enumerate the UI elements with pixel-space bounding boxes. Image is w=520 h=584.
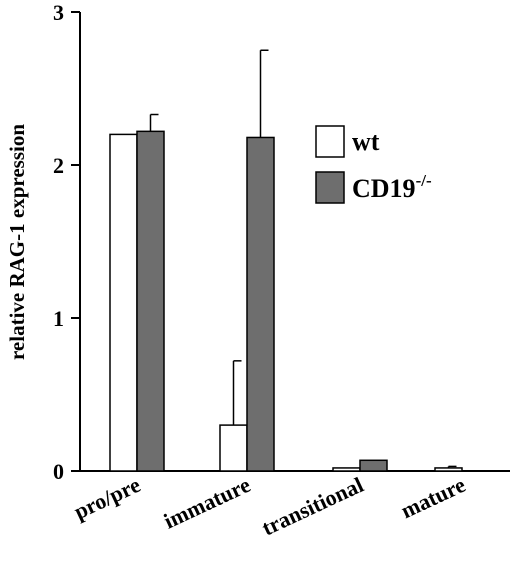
- bar-wt-transitional: [332, 467, 361, 472]
- y-tick-label-2: 2: [53, 153, 64, 178]
- y-axis-title: relative RAG-1 expression: [5, 124, 29, 360]
- bar-cd19-pro-pre: [136, 130, 165, 472]
- bars: [109, 130, 463, 472]
- legend: wt CD19-/-: [315, 125, 432, 204]
- x-tick-label-immature: immature: [160, 472, 255, 534]
- legend-swatch-wt: [315, 125, 345, 158]
- y-tick-label-0: 0: [53, 459, 64, 484]
- legend-label-cd19: CD19-/-: [352, 171, 432, 203]
- x-axis-tick-labels: pro/pre immature transitional mature: [70, 472, 469, 541]
- bar-wt-mature: [434, 467, 463, 472]
- x-tick-label-mature: mature: [397, 472, 469, 524]
- y-axis-ticks: 0 1 2 3: [53, 0, 80, 484]
- x-tick-label-transitional: transitional: [258, 472, 367, 541]
- x-tick-label-pro-pre: pro/pre: [70, 472, 144, 524]
- bar-cd19-immature: [246, 136, 275, 472]
- legend-label-cd19-superscript: -/-: [416, 171, 432, 190]
- bar-cd19-transitional: [359, 459, 388, 472]
- legend-swatch-cd19: [315, 171, 345, 204]
- bar-wt-immature: [219, 424, 248, 472]
- y-tick-label-1: 1: [53, 306, 64, 331]
- bar-wt-pro-pre: [109, 133, 138, 472]
- y-tick-label-3: 3: [53, 0, 64, 25]
- error-bars: [149, 49, 457, 468]
- legend-label-wt: wt: [352, 127, 380, 156]
- legend-label-cd19-name: CD19: [352, 174, 416, 203]
